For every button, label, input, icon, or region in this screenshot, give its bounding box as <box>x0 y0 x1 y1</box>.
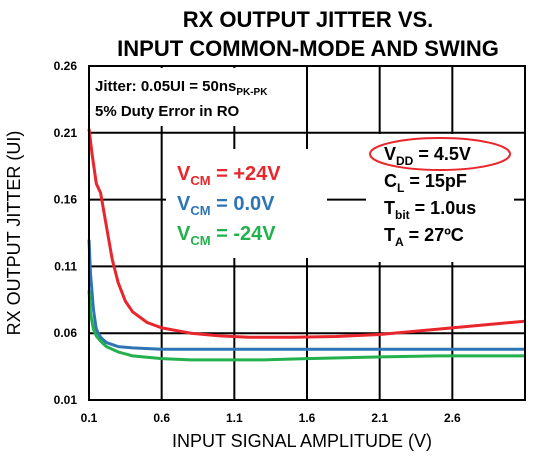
condition-3-value: = 27ºC <box>404 225 464 245</box>
series-line-0 <box>87 128 526 339</box>
condition-1-sub: L <box>397 181 404 195</box>
series-line-2 <box>87 290 525 362</box>
condition-1-main: C <box>384 171 397 191</box>
legend-entry-1: VCM = 0.0V <box>177 193 275 218</box>
y-tick-labels: 0.01 0.06 0.11 0.16 0.21 0.26 <box>54 59 78 407</box>
note-line2: 5% Duty Error in RO <box>95 103 240 120</box>
x-tick-label-3: 1.6 <box>299 411 316 425</box>
conditions-box <box>366 134 514 262</box>
note-line1-sub: PK-PK <box>236 87 268 98</box>
chart-title-line1: RX OUTPUT JITTER VS. <box>183 7 434 32</box>
condition-0-value: = 4.5V <box>413 144 471 164</box>
y-tick-label-3: 0.16 <box>54 193 78 207</box>
legend-entry-1-sub: CM <box>190 203 210 218</box>
y-tick-label-0: 0.01 <box>54 393 78 407</box>
y-axis-label: RX OUTPUT JITTER (UI) <box>4 131 24 336</box>
x-tick-labels: 0.1 0.6 1.1 1.6 2.1 2.6 <box>81 411 461 425</box>
y-tick-label-4: 0.21 <box>54 126 78 140</box>
plot-frame <box>88 65 526 401</box>
condition-3-main: T <box>384 225 395 245</box>
condition-1-value: = 15pF <box>404 171 467 191</box>
x-tick-label-5: 2.6 <box>444 411 461 425</box>
legend-entry-0-sub: CM <box>190 173 210 188</box>
note-box <box>89 68 286 126</box>
chart-title-line2: INPUT COMMON-MODE AND SWING <box>117 36 499 61</box>
condition-2: Tbit = 1.0us <box>384 198 476 222</box>
condition-1: CL = 15pF <box>384 171 467 195</box>
condition-highlight-circle <box>369 137 511 171</box>
y-tick-label-2: 0.11 <box>54 259 77 273</box>
legend-entry-2-sub: CM <box>190 233 210 248</box>
condition-3: TA = 27ºC <box>384 225 464 249</box>
note-line1-main: Jitter: 0.05UI = 50ns <box>95 78 236 95</box>
x-tick-label-1: 0.6 <box>153 411 170 425</box>
note-line1: Jitter: 0.05UI = 50nsPK-PK <box>95 78 268 98</box>
condition-2-sub: bit <box>395 208 410 222</box>
series-line-1 <box>87 239 525 351</box>
condition-3-sub: A <box>395 235 404 249</box>
condition-0-main: V <box>384 144 396 164</box>
legend-entry-1-value: = 0.0V <box>211 193 276 215</box>
x-axis-label: INPUT SIGNAL AMPLITUDE (V) <box>172 431 432 451</box>
condition-0-sub: DD <box>396 154 414 168</box>
series-lines <box>87 128 526 362</box>
legend-entry-2: VCM = -24V <box>177 223 276 248</box>
legend-entry-0: VCM = +24V <box>177 163 281 188</box>
legend-entry-0-prefix: V <box>177 163 191 185</box>
condition-2-value: = 1.0us <box>410 198 477 218</box>
legend-entry-2-prefix: V <box>177 223 191 245</box>
x-tick-label-4: 2.1 <box>371 411 388 425</box>
condition-2-main: T <box>384 198 395 218</box>
x-tick-label-2: 1.1 <box>226 411 243 425</box>
condition-0: VDD = 4.5V <box>384 144 471 168</box>
y-tick-label-1: 0.06 <box>54 326 78 340</box>
legend-entry-0-value: = +24V <box>211 163 282 185</box>
y-tick-label-5: 0.26 <box>54 59 78 73</box>
legend-box <box>166 149 327 258</box>
x-tick-label-0: 0.1 <box>81 411 98 425</box>
legend-entry-1-prefix: V <box>177 193 191 215</box>
legend-entry-2-value: = -24V <box>211 223 277 245</box>
